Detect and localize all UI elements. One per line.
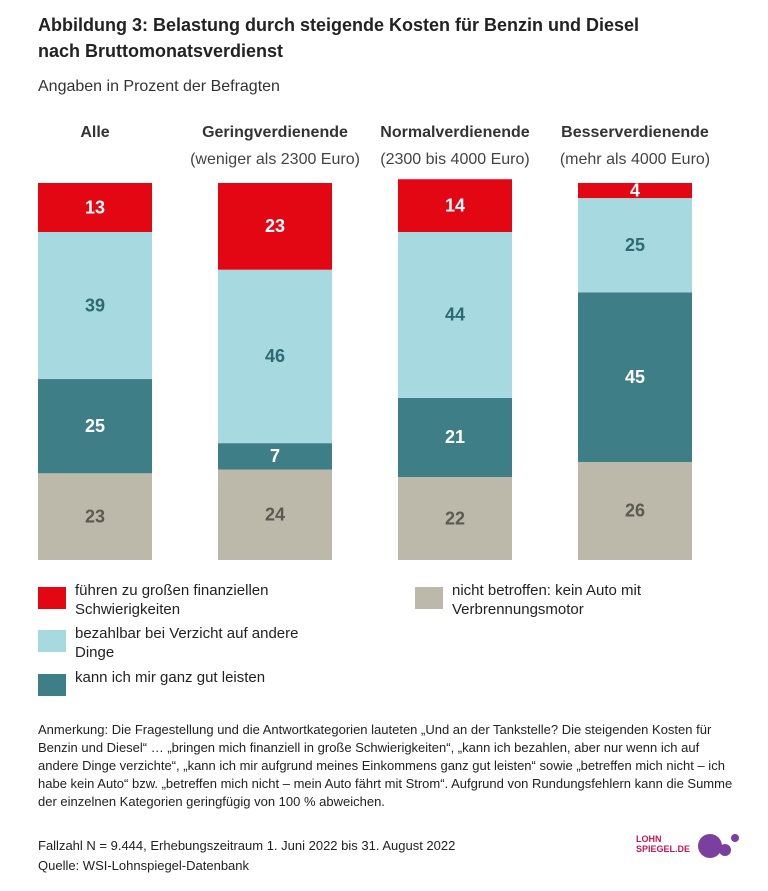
logo-icon — [698, 834, 739, 858]
bar-segment — [578, 461, 692, 560]
category-label: Geringverdienende — [202, 124, 348, 141]
value-label: 22 — [445, 508, 465, 528]
value-label: 25 — [625, 235, 645, 255]
value-label: 21 — [445, 427, 465, 447]
category-subtitle: (weniger als 2300 Euro) — [190, 151, 360, 168]
chart: Alle 23 25 39 13 Geringverdienende (weniger al… — [38, 124, 710, 560]
title-line: Abbildung 3: Belastung durch steigende K… — [38, 15, 640, 35]
bar-segment — [578, 183, 692, 199]
note: Anmerkung: Die Fragestellung und die Ant… — [38, 722, 733, 809]
value-label: 23 — [265, 216, 285, 236]
value-label: 14 — [445, 195, 465, 215]
value-label: 7 — [270, 446, 280, 466]
bar-segment — [578, 292, 692, 462]
value-label: 39 — [85, 295, 105, 315]
bar-segment — [218, 469, 332, 560]
coin — [698, 834, 722, 858]
bar-segment — [38, 183, 152, 233]
coin — [731, 834, 739, 842]
legend-swatch — [38, 674, 66, 696]
category-label: Besserverdienende — [561, 124, 709, 141]
bar-segment — [218, 183, 332, 270]
chart-title: Abbildung 3: Belastung durch steigende K… — [38, 12, 639, 64]
value-label: 46 — [265, 346, 285, 366]
value-label: 25 — [85, 416, 105, 436]
footer-source: Quelle: WSI-Lohnspiegel-Datenbank — [38, 858, 250, 873]
bar-segment — [578, 198, 692, 293]
bar-segment — [398, 179, 512, 233]
category-label: Normalverdienende — [380, 124, 529, 141]
footer-sample: Fallzahl N = 9.444, Erhebungszeitraum 1.… — [38, 838, 456, 853]
bar-segment — [38, 379, 152, 474]
legend-swatch — [415, 587, 443, 609]
chart-subtitle: Angaben in Prozent der Befragten — [38, 78, 280, 95]
legend-swatch — [38, 587, 66, 609]
title-line: nach Bruttomonatsverdienst — [38, 41, 284, 61]
value-label: 44 — [445, 305, 465, 325]
legend-label: führen zu großen finanziellen Schwierigk… — [75, 582, 269, 618]
logo-text: SPIEGEL.DE — [636, 844, 691, 854]
bar-segment — [38, 473, 152, 560]
logo: LOHN SPIEGEL.DE — [636, 834, 690, 854]
category-subtitle: (2300 bis 4000 Euro) — [380, 151, 529, 168]
bar-segment — [218, 443, 332, 470]
coin — [719, 844, 731, 856]
value-label: 23 — [85, 506, 105, 526]
category-subtitle: (mehr als 4000 Euro) — [560, 151, 710, 168]
bar-segment — [38, 232, 152, 380]
legend-swatch — [38, 630, 66, 652]
value-label: 45 — [625, 367, 645, 387]
bar-segment — [398, 477, 512, 560]
value-label: 24 — [265, 505, 285, 525]
bar-segment — [218, 269, 332, 444]
value-label: 26 — [625, 501, 645, 521]
legend-label: nicht betroffen: kein Auto mit Verbrennu… — [452, 582, 642, 618]
bar-segment — [398, 397, 512, 478]
category-label: Alle — [80, 124, 109, 141]
legend-label: kann ich mir ganz gut leisten — [75, 669, 266, 686]
logo-text: LOHN — [636, 834, 662, 844]
legend-label: bezahlbar bei Verzicht auf andere Dinge — [75, 625, 299, 661]
value-label: 4 — [630, 180, 640, 200]
bar-segment — [398, 232, 512, 398]
value-label: 13 — [85, 197, 105, 217]
